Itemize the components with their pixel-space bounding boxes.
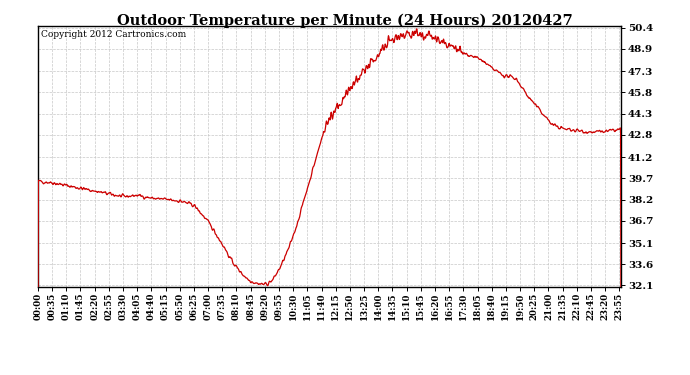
Text: Copyright 2012 Cartronics.com: Copyright 2012 Cartronics.com xyxy=(41,30,186,39)
Text: Outdoor Temperature per Minute (24 Hours) 20120427: Outdoor Temperature per Minute (24 Hours… xyxy=(117,13,573,27)
